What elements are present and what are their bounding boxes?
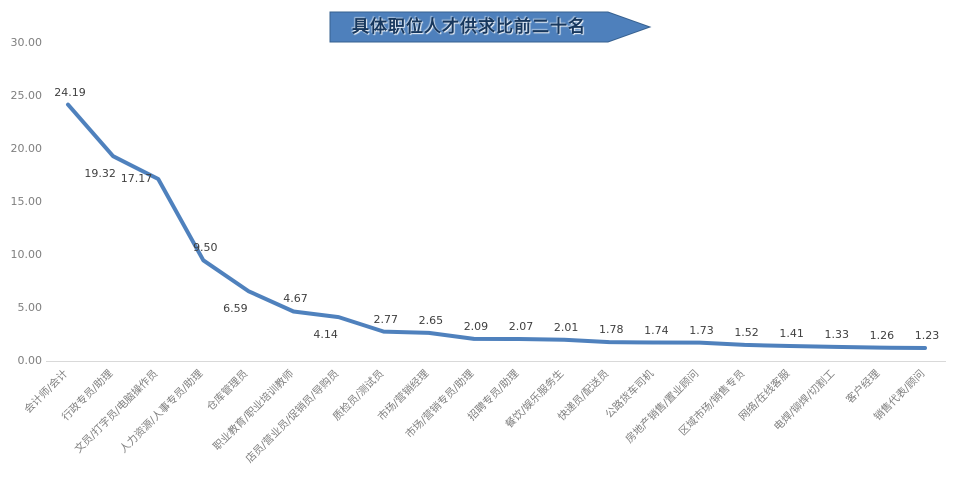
data-label: 1.73 (689, 323, 714, 337)
data-label: 6.59 (223, 302, 248, 316)
banner-arrow-shape (329, 11, 652, 43)
data-label: 1.41 (779, 327, 804, 341)
data-label: 2.09 (463, 319, 489, 333)
y-axis-tick-label: 0.00 (17, 354, 43, 367)
data-label: 4.67 (283, 292, 308, 306)
data-label: 1.26 (869, 328, 895, 342)
chart-title-banner (329, 11, 652, 43)
series-line (66, 102, 927, 350)
data-label: 1.33 (824, 327, 850, 341)
y-axis-tick-label: 10.00 (10, 248, 43, 261)
y-axis-tick-label: 15.00 (10, 195, 43, 208)
data-label: 24.19 (54, 85, 86, 99)
data-label: 19.32 (84, 167, 116, 181)
y-axis-tick-label: 20.00 (10, 142, 43, 155)
y-axis-tick-label: 25.00 (10, 89, 43, 102)
data-label: 1.23 (914, 328, 940, 342)
data-label: 1.78 (599, 323, 624, 337)
data-label: 2.77 (373, 312, 398, 326)
data-label: 4.14 (313, 328, 338, 342)
data-label: 1.74 (644, 323, 669, 337)
y-axis-tick-label: 30.00 (10, 36, 43, 49)
data-label: 2.65 (418, 313, 444, 327)
data-label: 2.01 (553, 320, 579, 334)
y-axis-tick-label: 5.00 (17, 301, 43, 314)
data-label: 9.50 (193, 241, 218, 255)
chart-title: 具体职位人才供求比前二十名 (352, 17, 586, 37)
data-label: 17.17 (120, 171, 153, 185)
data-label: 2.07 (508, 320, 534, 334)
data-label: 1.52 (734, 325, 759, 339)
